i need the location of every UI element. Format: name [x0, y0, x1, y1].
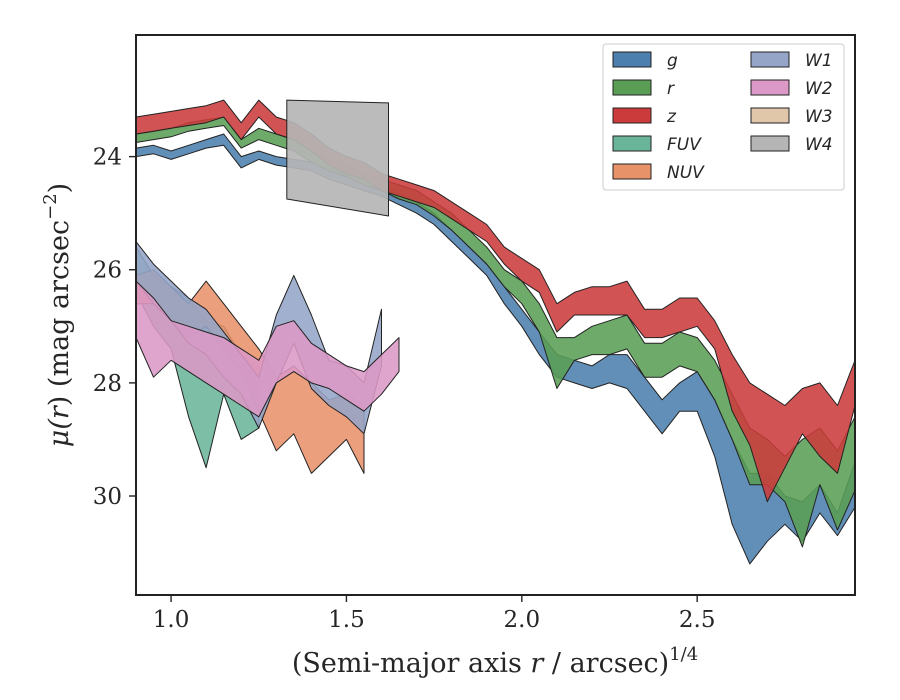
y-tick-label: 26: [93, 258, 122, 284]
legend-swatch-w1: [750, 51, 790, 68]
x-tick-label: 1.0: [153, 607, 190, 633]
legend-label-w4: W4: [805, 135, 833, 155]
plot-frame: [135, 34, 856, 596]
legend-label-z: z: [666, 107, 677, 127]
legend-swatch-nuv: [612, 163, 652, 180]
x-tick-label: 2.5: [679, 607, 716, 633]
band-w2: [136, 280, 400, 418]
series-bands: [136, 99, 855, 565]
x-axis-label: (Semi-major axis r / arcsec)1/4: [292, 644, 698, 679]
x-tick-label: 2.0: [504, 607, 541, 633]
legend-swatch-w3: [750, 107, 790, 124]
y-tick-label: 30: [93, 484, 122, 510]
legend-swatch-g: [612, 51, 652, 68]
band-w4: [286, 99, 389, 217]
legend-swatch-w2: [750, 79, 790, 96]
legend-label-w3: W3: [805, 107, 833, 127]
legend-label-nuv: NUV: [667, 163, 705, 183]
legend: grz FUV NUV W1 W2 W3 W4: [602, 43, 845, 191]
legend-label-w2: W2: [805, 79, 833, 99]
x-tick-label: 1.5: [328, 607, 365, 633]
legend-swatch-fuv: [612, 135, 652, 152]
legend-label-g: g: [667, 51, 678, 71]
axis-ticks: 1.0 1.5 2.0 2.5 24 26 28 30: [93, 145, 716, 633]
legend-label-r: r: [667, 79, 675, 99]
y-tick-label: 28: [93, 371, 122, 397]
legend-swatch-w4: [750, 135, 790, 152]
legend-label-w1: W1: [805, 51, 833, 71]
y-axis-label: μ(r) (mag arcsec−2): [40, 183, 75, 447]
legend-swatch-z: [612, 107, 652, 124]
y-tick-label: 24: [93, 145, 122, 171]
legend-swatch-r: [612, 79, 652, 96]
legend-label-fuv: FUV: [667, 135, 702, 155]
